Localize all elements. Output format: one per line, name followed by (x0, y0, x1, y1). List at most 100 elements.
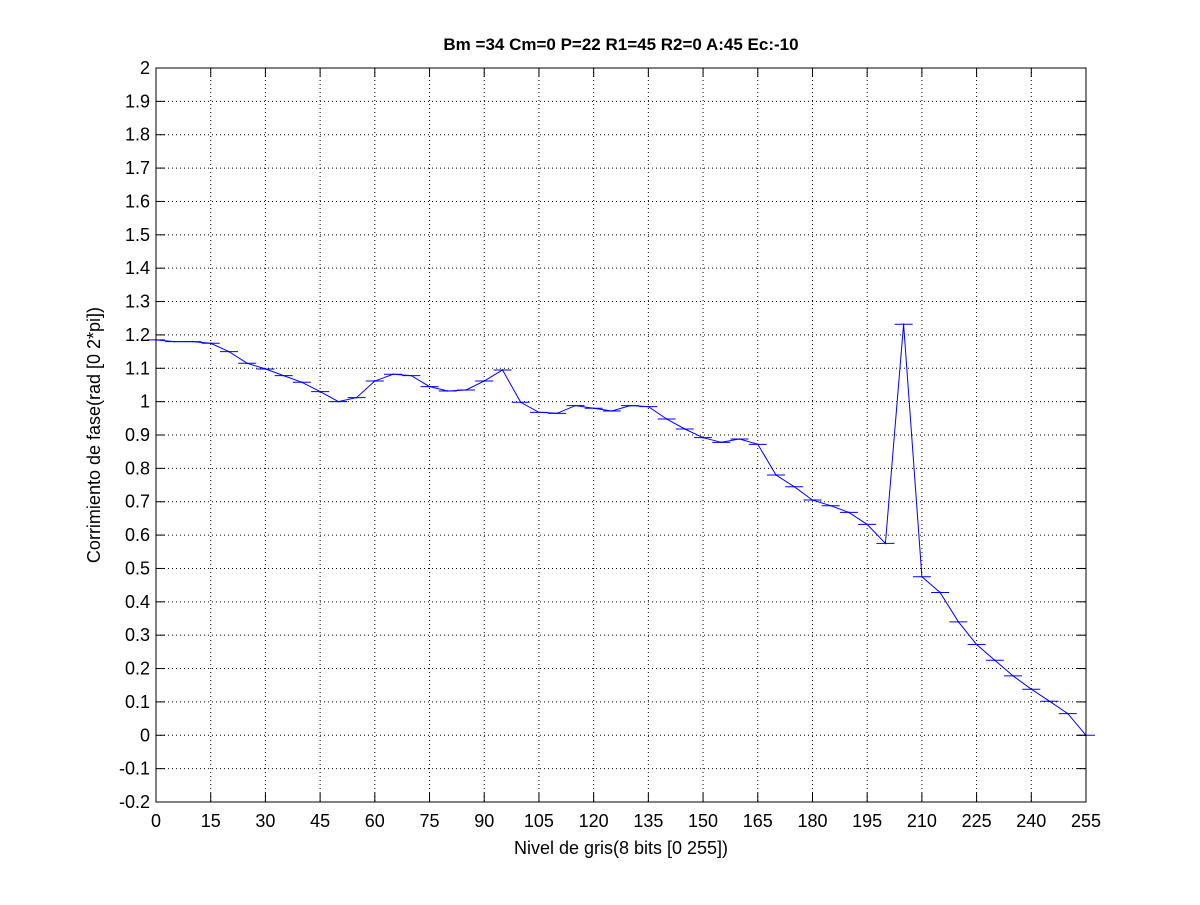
data-point (191, 340, 194, 343)
x-tick-label: 150 (688, 811, 718, 831)
data-point (647, 405, 650, 408)
data-point (866, 523, 868, 526)
y-tick-label: 1.1 (125, 358, 150, 378)
x-tick-label: 30 (255, 811, 275, 831)
data-point (1012, 675, 1014, 677)
data-point (446, 390, 449, 392)
x-tick-label: 45 (310, 811, 330, 831)
data-point (282, 374, 285, 377)
data-point (702, 436, 704, 439)
grid-lines (156, 68, 1086, 802)
y-tick-label: -0.1 (119, 759, 150, 779)
data-point (410, 374, 413, 377)
data-point (684, 428, 686, 430)
data-point (811, 499, 814, 501)
data-point (957, 621, 960, 623)
data-point (483, 380, 486, 382)
data-point (921, 575, 923, 578)
x-tick-label: 240 (1016, 811, 1046, 831)
x-tick-label: 105 (524, 811, 554, 831)
data-point (173, 340, 176, 343)
data-point (246, 362, 248, 365)
data-point (902, 323, 905, 326)
data-series (147, 323, 1095, 737)
y-tick-label: 1.2 (125, 325, 150, 345)
data-point (1066, 712, 1069, 715)
x-tick-label: 75 (420, 811, 440, 831)
y-tick-label: 1.5 (125, 225, 150, 245)
x-tick-label: 195 (852, 811, 882, 831)
y-tick-label: 1.6 (125, 191, 150, 211)
data-point (538, 411, 540, 414)
y-axis-label: Corrimiento de fase(rad [0 2*pi]) (84, 307, 104, 563)
data-point (665, 418, 668, 420)
x-tick-label: 120 (579, 811, 609, 831)
x-tick-label: 210 (907, 811, 937, 831)
data-point (848, 511, 850, 514)
y-tick-label: 0 (140, 725, 150, 745)
data-point (392, 373, 394, 376)
y-tick-label: 0.7 (125, 492, 150, 512)
data-point (884, 542, 887, 545)
data-point (756, 443, 759, 446)
data-point (264, 368, 267, 370)
y-tick-label: 2 (140, 58, 150, 78)
x-axis-label: Nivel de gris(8 bits [0 255]) (514, 838, 728, 858)
y-tick-label: 0.9 (125, 425, 150, 445)
data-point (556, 412, 558, 415)
data-point (738, 438, 741, 440)
x-tick-label: 90 (474, 811, 494, 831)
y-tick-label: 1.4 (125, 258, 150, 278)
data-point (775, 474, 777, 476)
data-point (465, 389, 467, 391)
data-point (629, 404, 631, 407)
y-tick-label: 0.6 (125, 525, 150, 545)
y-tick-label: -0.2 (119, 792, 150, 812)
data-point (939, 591, 941, 594)
data-point (519, 401, 522, 404)
data-point (501, 369, 504, 371)
y-tick-label: 1.9 (125, 91, 150, 111)
data-point (574, 404, 577, 407)
data-point (994, 659, 996, 662)
data-point (301, 381, 303, 384)
data-point (374, 380, 376, 382)
data-point (209, 342, 212, 345)
data-point (829, 504, 832, 507)
data-point (793, 485, 796, 488)
y-tick-label: 1.8 (125, 125, 150, 145)
data-point (428, 385, 431, 388)
data-point (228, 350, 230, 353)
x-tick-label: 225 (962, 811, 992, 831)
x-tick-label: 135 (633, 811, 663, 831)
y-tick-label: 1 (140, 392, 150, 412)
series-line (155, 324, 1087, 736)
x-tick-label: 0 (151, 811, 161, 831)
y-tick-label: 0.8 (125, 458, 150, 478)
y-tick-label: 0.3 (125, 625, 150, 645)
data-point (337, 400, 340, 403)
chart-title: Bm =34 Cm=0 P=22 R1=45 R2=0 A:45 Ec:-10 (443, 35, 798, 54)
y-tick-label: 1.7 (125, 158, 150, 178)
data-point (1048, 700, 1051, 703)
y-tick-label: 0.1 (125, 692, 150, 712)
data-point (611, 410, 613, 412)
data-point (355, 396, 358, 399)
data-point (1030, 688, 1033, 691)
data-point (319, 390, 321, 393)
y-tick-label: 0.4 (125, 592, 150, 612)
data-point (720, 441, 723, 444)
axis-ticks: 0 15 30 45 60 75 90 105 120 135 150 165 180 195 210 225… (119, 58, 1101, 831)
x-tick-label: 60 (365, 811, 385, 831)
x-tick-label: 180 (797, 811, 827, 831)
y-tick-label: 0.5 (125, 558, 150, 578)
y-tick-label: 1.3 (125, 292, 150, 312)
y-tick-label: 0.2 (125, 659, 150, 679)
x-tick-label: 15 (201, 811, 221, 831)
x-tick-label: 165 (743, 811, 773, 831)
data-point (975, 643, 978, 646)
x-tick-label: 255 (1071, 811, 1101, 831)
data-point (592, 407, 595, 410)
